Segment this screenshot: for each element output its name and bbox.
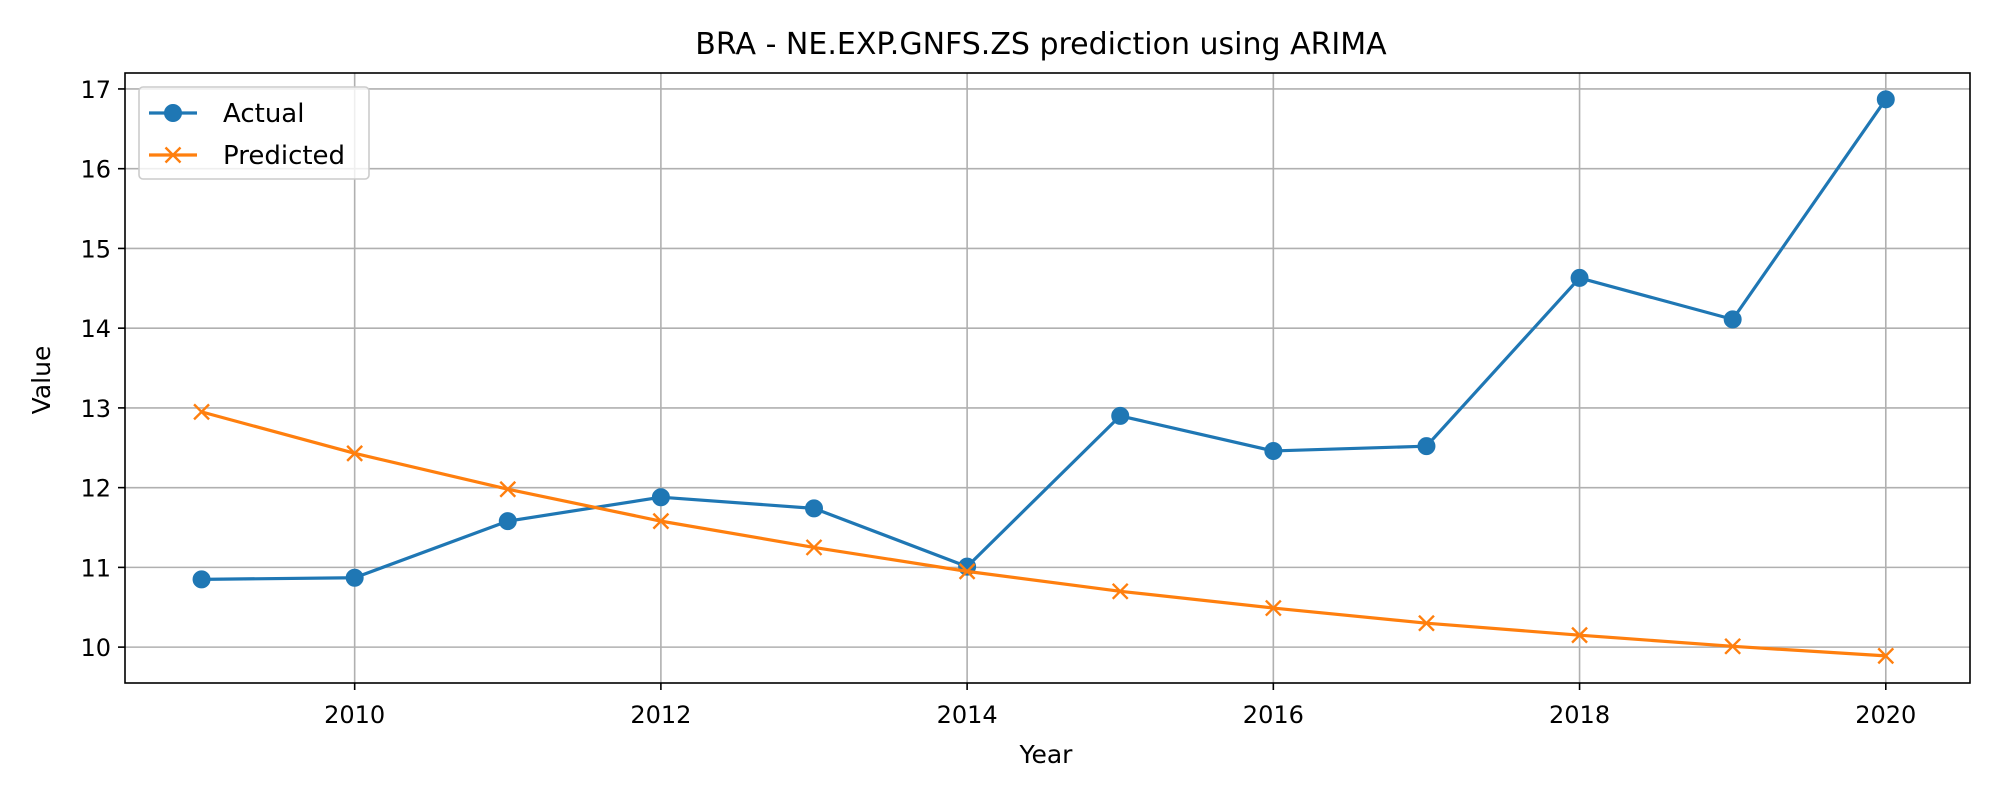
series-group — [192, 90, 1895, 665]
actual-line — [201, 98, 1888, 581]
actual-point — [805, 499, 824, 518]
y-tick-label: 13 — [80, 395, 111, 423]
series-actual — [192, 90, 1895, 589]
predicted-point — [652, 512, 670, 530]
legend-item-predicted: Predicted — [149, 141, 345, 171]
y-tick-label: 17 — [80, 76, 111, 104]
actual-point — [1264, 441, 1283, 460]
predicted-point-stroke — [1724, 637, 1742, 655]
predicted-point — [805, 539, 823, 556]
predicted-point — [958, 563, 976, 580]
predicted-point — [1111, 582, 1129, 600]
legend: Actual Predicted — [138, 86, 370, 180]
predicted-point-stroke — [193, 403, 210, 421]
y-tick-label: 12 — [80, 475, 111, 503]
predicted-point-stroke — [805, 539, 823, 556]
axis-ticks: 2010 2012 2014 2016 2018 2020 10 11 12 13 14 15 16 17 — [80, 76, 1916, 729]
predicted-point-stroke — [958, 563, 976, 580]
x-tick-label: 2012 — [630, 701, 691, 729]
y-axis-label: Value — [27, 346, 56, 415]
predicted-line — [201, 410, 1886, 658]
predicted-point-stroke — [1264, 599, 1282, 617]
x-tick-label: 2018 — [1549, 701, 1610, 729]
x-tick-label: 2016 — [1243, 701, 1304, 729]
predicted-point-stroke — [1418, 614, 1435, 632]
predicted-point — [193, 403, 210, 421]
x-tick-label: 2010 — [324, 701, 385, 729]
series-predicted — [193, 403, 1895, 665]
y-tick-label: 14 — [80, 315, 111, 343]
actual-point — [1876, 90, 1895, 109]
predicted-point-stroke — [1111, 582, 1129, 600]
actual-point — [192, 570, 211, 589]
predicted-point-stroke — [1571, 626, 1588, 644]
legend-swatch-marker-stroke — [164, 146, 182, 164]
y-tick-label: 15 — [80, 235, 111, 263]
legend-label: Actual — [223, 99, 304, 129]
y-tick-label: 10 — [80, 634, 111, 662]
actual-point — [345, 568, 364, 587]
x-tick-label: 2020 — [1855, 701, 1916, 729]
predicted-point — [1264, 599, 1282, 617]
predicted-point-stroke — [1877, 647, 1895, 665]
predicted-point — [1418, 614, 1435, 632]
predicted-point — [1877, 647, 1895, 665]
actual-point — [498, 512, 517, 531]
legend-swatch-marker — [164, 104, 182, 122]
grid — [125, 73, 1970, 683]
predicted-point — [1724, 637, 1742, 655]
actual-point — [1723, 310, 1742, 329]
predicted-point-stroke — [499, 480, 517, 498]
y-tick-label: 16 — [80, 156, 111, 184]
chart-title: BRA - NE.EXP.GNFS.ZS prediction using AR… — [695, 27, 1387, 62]
y-tick-label: 11 — [80, 554, 111, 582]
predicted-point-stroke — [346, 445, 364, 462]
actual-point — [1111, 406, 1130, 425]
legend-item-actual: Actual — [149, 99, 304, 129]
plot-frame — [124, 72, 1971, 684]
actual-point — [651, 488, 670, 507]
actual-point — [1570, 268, 1589, 287]
x-tick-label: 2014 — [937, 701, 998, 729]
predicted-point-stroke — [652, 512, 670, 530]
x-axis-label: Year — [1019, 740, 1074, 769]
legend-label: Predicted — [223, 141, 345, 171]
predicted-point — [499, 480, 517, 498]
actual-point — [1417, 437, 1436, 456]
legend-swatch-marker — [164, 146, 182, 164]
predicted-point — [346, 445, 364, 462]
predicted-point — [1571, 626, 1588, 644]
